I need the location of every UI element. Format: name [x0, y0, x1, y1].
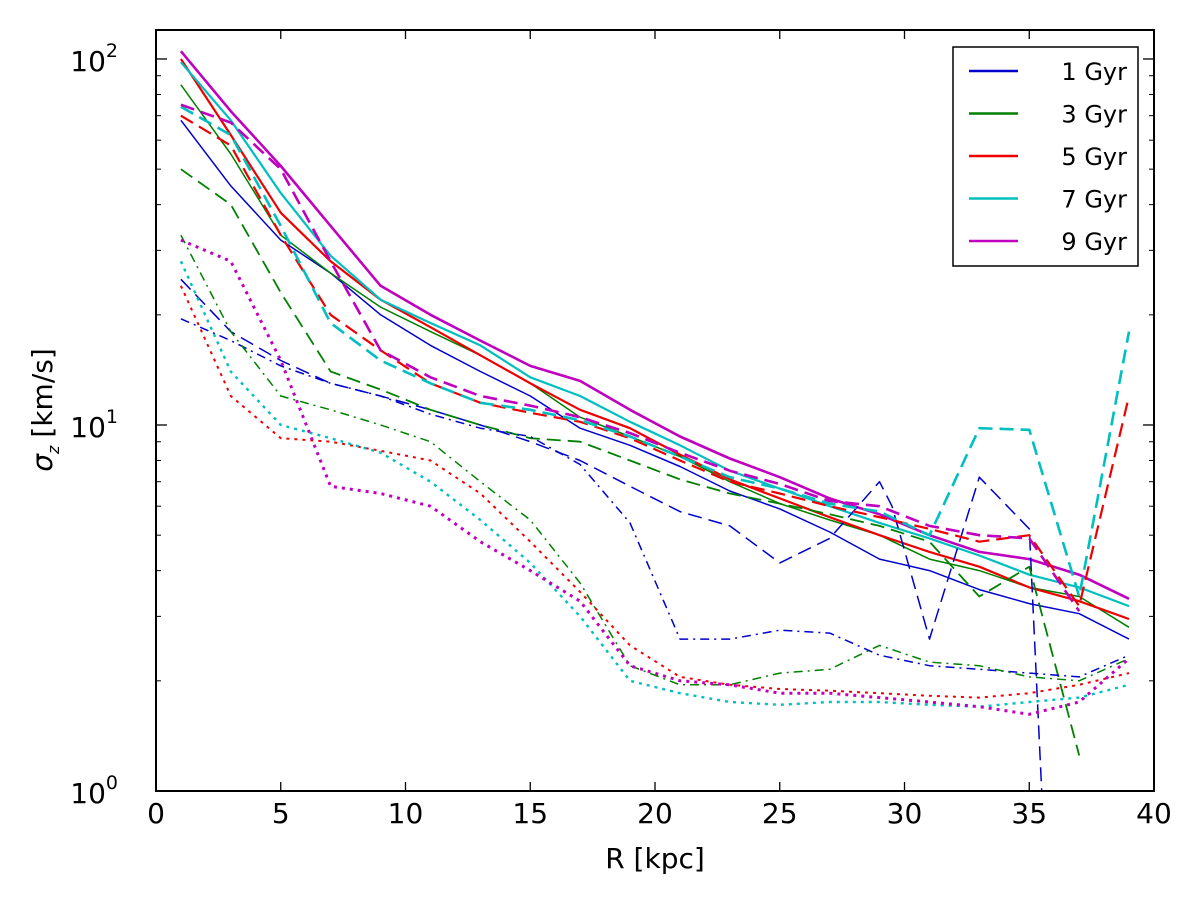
- x-tick-label: 10: [388, 797, 424, 830]
- series-line-4: [180, 61, 1130, 608]
- x-tick-label: 35: [1011, 797, 1047, 830]
- legend-label: 5 Gyr: [1061, 143, 1127, 171]
- legend-label: 7 Gyr: [1061, 186, 1127, 214]
- x-tick-label: 15: [512, 797, 548, 830]
- legend-label: 9 Gyr: [1061, 228, 1127, 256]
- x-tick-label: 30: [887, 797, 923, 830]
- x-tick-label: 25: [762, 797, 798, 830]
- series-line-14: [179, 260, 1130, 708]
- x-tick-label: 40: [1136, 797, 1172, 830]
- ticks-layer: 0 5 10 15 20 25 30 35 40 100 101 102: [70, 30, 1172, 830]
- legend-label: 1 Gyr: [1061, 58, 1127, 86]
- plot-frame: [155, 29, 1155, 792]
- series-layer: [179, 50, 1131, 791]
- series-line-11: [180, 318, 1130, 678]
- series-line-3: [179, 58, 1130, 621]
- legend-label: 3 Gyr: [1061, 101, 1127, 129]
- x-axis-title: R [kpc]: [605, 842, 705, 875]
- y-axis-title-symbol: σ: [26, 453, 59, 472]
- y-axis-title: σz [km/s]: [26, 348, 63, 472]
- series-line-8: [180, 114, 1131, 608]
- series-line-10: [180, 103, 1081, 612]
- y-axis-title-unit: [km/s]: [26, 348, 59, 437]
- series-line-7: [180, 168, 1081, 756]
- series-line-12: [180, 234, 1130, 686]
- y-tick-label: 102: [70, 40, 118, 78]
- svg-text:σz[km/s]: σz [km/s]: [26, 348, 63, 472]
- y-axis-title-subscript: z: [44, 445, 63, 455]
- series-line-5: [179, 50, 1130, 600]
- legend: 1 Gyr 3 Gyr 5 Gyr 7 Gyr 9 Gyr: [952, 46, 1139, 267]
- x-tick-label: 5: [272, 797, 290, 830]
- series-line-1: [180, 119, 1130, 640]
- y-tick-label: 100: [70, 772, 118, 810]
- y-tick-label: 101: [70, 406, 118, 444]
- x-tick-label: 0: [147, 797, 165, 830]
- series-line-6: [180, 278, 1043, 791]
- series-line-9: [180, 105, 1131, 598]
- x-tick-label: 20: [637, 797, 673, 830]
- series-line-13: [179, 285, 1130, 699]
